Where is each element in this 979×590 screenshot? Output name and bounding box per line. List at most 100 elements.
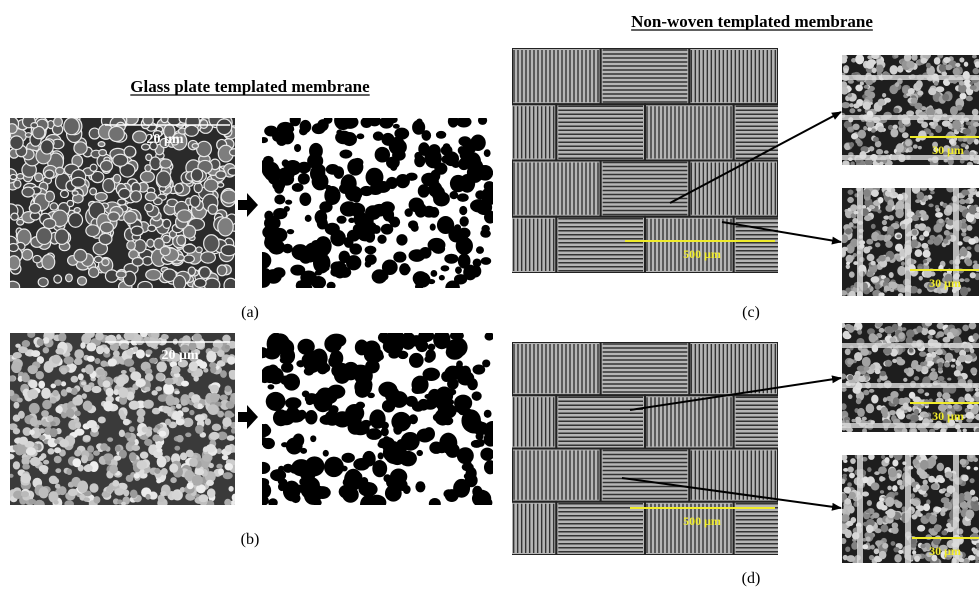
pore — [115, 446, 121, 452]
pore — [877, 209, 881, 213]
pore — [54, 117, 63, 126]
pore — [66, 408, 74, 418]
pore — [895, 82, 899, 87]
pore — [184, 255, 195, 263]
pore — [153, 427, 158, 432]
pore — [268, 240, 285, 255]
pore — [193, 333, 202, 342]
pore — [912, 396, 920, 402]
pore — [29, 380, 38, 389]
pore — [349, 243, 362, 254]
pore — [928, 335, 933, 339]
pore — [928, 203, 933, 207]
pore — [927, 239, 933, 244]
pore — [919, 276, 923, 281]
pore — [64, 356, 74, 364]
micrographs — [3, 48, 979, 567]
pore — [282, 244, 292, 254]
pore — [903, 403, 909, 410]
pore — [104, 347, 110, 354]
pore — [382, 260, 398, 276]
pore — [278, 167, 295, 180]
pore — [85, 364, 94, 374]
pore — [107, 485, 113, 492]
pore — [457, 447, 474, 464]
pore — [305, 410, 317, 425]
pore — [841, 479, 846, 484]
pore — [8, 256, 20, 270]
pore — [925, 129, 931, 134]
pore — [349, 203, 366, 217]
pore — [897, 412, 905, 420]
pore — [124, 332, 135, 341]
pore — [227, 356, 235, 365]
pore — [869, 146, 875, 151]
pore — [478, 116, 487, 125]
pore — [372, 225, 381, 234]
pore — [83, 401, 93, 412]
pore — [324, 457, 344, 478]
pore — [838, 248, 845, 256]
pore — [894, 451, 903, 461]
pore — [200, 120, 208, 129]
pore — [844, 487, 852, 494]
pore — [846, 262, 850, 265]
pore — [208, 204, 217, 214]
pore — [226, 401, 235, 409]
pore — [187, 482, 194, 489]
pore — [964, 393, 971, 401]
micrograph — [3, 110, 243, 292]
pore — [952, 120, 961, 130]
pore — [920, 544, 925, 548]
pore — [181, 399, 187, 406]
pore — [221, 245, 237, 256]
pore — [969, 205, 977, 214]
pore — [229, 486, 234, 492]
pore — [39, 465, 49, 472]
pore — [231, 428, 236, 434]
pore — [268, 368, 284, 385]
pore — [297, 162, 311, 174]
pore — [925, 321, 932, 327]
fiber-edge — [842, 115, 979, 120]
pore — [156, 479, 161, 484]
pore — [228, 168, 238, 175]
pore — [971, 497, 977, 502]
pore — [917, 505, 924, 511]
pore — [916, 484, 920, 489]
pore — [863, 126, 867, 131]
pore — [873, 291, 879, 297]
scale-label: 20 μm — [161, 348, 198, 363]
pore — [901, 261, 905, 266]
pore — [90, 188, 97, 195]
pore — [866, 239, 873, 245]
pore — [192, 144, 198, 149]
pore — [18, 411, 25, 419]
pore — [925, 392, 930, 396]
pore — [254, 252, 271, 269]
pore — [217, 265, 227, 276]
pore — [886, 256, 891, 261]
pore — [928, 476, 935, 483]
pore — [966, 246, 971, 250]
pore — [475, 190, 485, 199]
pore — [975, 388, 979, 392]
pore — [389, 116, 397, 123]
pore — [100, 160, 112, 171]
pore — [877, 378, 881, 382]
pore — [455, 364, 463, 373]
pore — [146, 269, 161, 280]
pore — [6, 281, 20, 292]
tile — [601, 161, 690, 217]
pore — [84, 465, 93, 472]
pore — [424, 394, 431, 399]
pore — [381, 422, 389, 430]
pore — [870, 545, 874, 550]
pore — [113, 455, 121, 460]
pore — [383, 443, 403, 463]
pore — [419, 247, 431, 259]
pore — [161, 115, 168, 123]
pore — [144, 387, 150, 392]
pore — [324, 335, 342, 353]
